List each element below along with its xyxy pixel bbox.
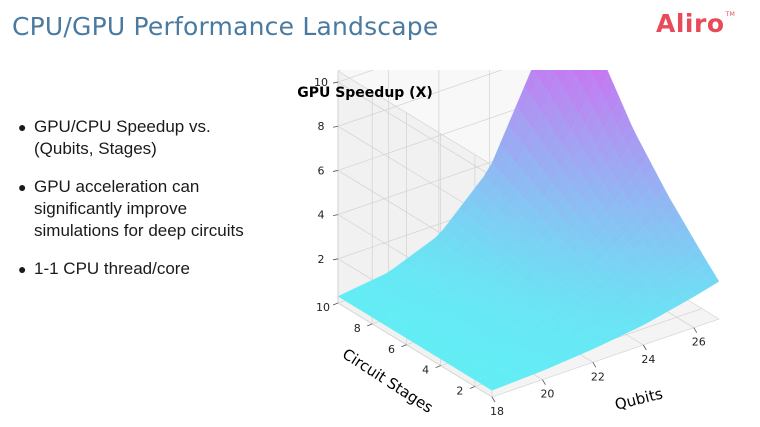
x-tick-mark [693, 327, 698, 333]
logo-text: Aliro [656, 9, 725, 38]
surface-patch [590, 70, 600, 80]
z-tick-label: 2 [318, 253, 325, 266]
surface-patch [534, 70, 541, 77]
x-tick-mark [592, 362, 597, 368]
z-tick-mark [332, 170, 339, 172]
y-tick-label: 8 [354, 322, 361, 335]
x-tick-label: 18 [490, 405, 504, 418]
aliro-logo: AliroTM [656, 9, 735, 38]
bullet-item: ● GPU/CPU Speedup vs. (Qubits, Stages) [18, 116, 288, 160]
bullet-text: 1-1 CPU thread/core [34, 259, 190, 278]
z-tick-mark [332, 125, 339, 128]
bullet-dot: ● [18, 179, 27, 195]
y-tick-label: 4 [422, 364, 429, 377]
bullet-dot: ● [18, 261, 27, 277]
z-tick-label: 10 [314, 76, 328, 89]
bullet-item: ● 1-1 CPU thread/core [18, 258, 288, 280]
surface-patch [705, 272, 720, 287]
z-tick-mark [332, 258, 339, 261]
y-tick-mark [401, 344, 407, 348]
z-tick-mark [332, 81, 339, 84]
x-tick-mark [491, 396, 496, 403]
bullet-text: GPU/CPU Speedup vs. (Qubits, Stages) [34, 117, 211, 158]
y-tick-label: 10 [316, 301, 330, 314]
x-tick-label: 22 [591, 370, 605, 383]
y-tick-mark [367, 323, 373, 327]
y-tick-label: 2 [456, 385, 463, 398]
z-tick-label: 8 [318, 120, 325, 133]
y-tick-label: 6 [388, 343, 395, 356]
y-tick-mark [435, 365, 441, 369]
z-tick-label: 6 [318, 164, 325, 177]
x-tick-label: 26 [692, 336, 706, 349]
surface-patch [553, 70, 561, 77]
y-tick-mark [332, 302, 339, 306]
y-tick-mark [469, 386, 476, 389]
x-tick-label: 20 [540, 388, 554, 401]
surface-patch [572, 70, 580, 78]
logo-trademark: TM [725, 11, 736, 18]
x-axis-label: Qubits [613, 384, 665, 413]
bullet-list: ● GPU/CPU Speedup vs. (Qubits, Stages) ● G… [18, 116, 288, 296]
slide-title: CPU/GPU Performance Landscape [12, 12, 439, 41]
bullet-text: GPU acceleration can significantly impro… [34, 177, 244, 240]
chart-title: GPU Speedup (X) [297, 85, 433, 101]
z-tick-label: 4 [318, 209, 325, 222]
x-tick-mark [542, 379, 546, 385]
x-tick-label: 24 [641, 353, 655, 366]
z-tick-mark [332, 214, 339, 217]
x-tick-mark [642, 344, 647, 351]
bullet-dot: ● [18, 119, 27, 135]
bullet-item: ● GPU acceleration can significantly impr… [18, 176, 288, 242]
